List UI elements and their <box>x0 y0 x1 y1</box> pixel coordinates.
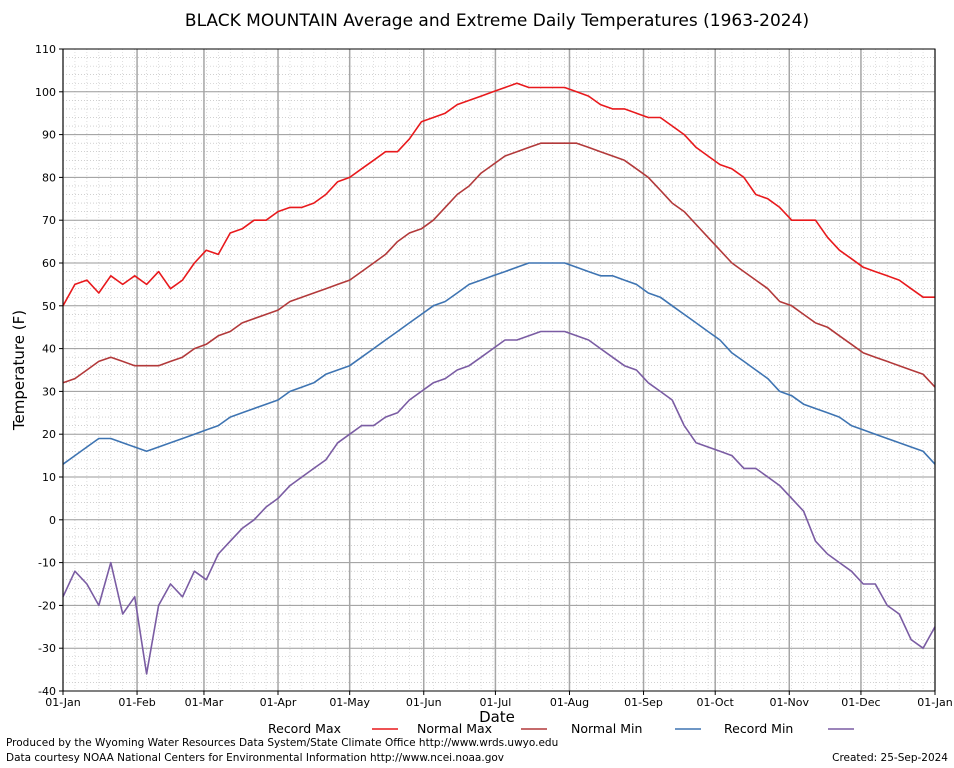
y-tick-label: 80 <box>42 171 56 184</box>
x-tick-label: 01-May <box>329 696 370 709</box>
y-tick-label: -40 <box>38 685 56 698</box>
created-date: Created: 25-Sep-2024 <box>832 752 948 764</box>
y-tick-label: 20 <box>42 428 56 441</box>
y-tick-label: -10 <box>38 557 56 570</box>
legend-label-normal-min: Normal Min <box>571 721 642 736</box>
y-tick-label: -30 <box>38 642 56 655</box>
x-tick-label: 01-Oct <box>697 696 735 709</box>
chart-title: BLACK MOUNTAIN Average and Extreme Daily… <box>185 11 809 31</box>
series-line-normal-min <box>62 262 936 465</box>
x-tick-label: 01-Jul <box>479 696 511 709</box>
x-tick-label: 01-Sep <box>624 696 663 709</box>
legend-label-record-max: Record Max <box>268 721 341 736</box>
chart-grid <box>62 48 936 692</box>
y-tick-label: 100 <box>35 86 56 99</box>
y-tick-label: 40 <box>42 343 56 356</box>
y-tick-label: 10 <box>42 471 56 484</box>
x-tick-label: 01-Apr <box>260 696 297 709</box>
series-line-record-max <box>62 82 935 307</box>
legend-label-record-min: Record Min <box>724 721 793 736</box>
y-tick-label: 0 <box>49 514 56 527</box>
y-tick-label: -20 <box>38 599 56 612</box>
x-tick-label: 01-Mar <box>185 696 224 709</box>
plot-area-border <box>62 48 936 692</box>
x-tick-label: 01-Jun <box>406 696 442 709</box>
credit-line-2: Data courtesy NOAA National Centers for … <box>6 752 505 764</box>
x-tick-label: 01-Feb <box>118 696 155 709</box>
x-tick-label: 01-Jan <box>917 696 953 709</box>
chart-series <box>62 82 936 675</box>
chart-legend: Record Max Normal Max Normal Min Record Min <box>268 721 854 736</box>
series-line-record-min <box>62 330 936 675</box>
y-tick-label: 110 <box>35 43 56 56</box>
y-tick-label: 60 <box>42 257 56 270</box>
y-axis-label: Temperature (F) <box>10 310 28 431</box>
credit-line-1: Produced by the Wyoming Water Resources … <box>6 737 559 749</box>
series-line-normal-max <box>62 142 936 388</box>
y-tick-label: 70 <box>42 214 56 227</box>
x-tick-label: 01-Dec <box>841 696 880 709</box>
y-tick-label: 90 <box>42 129 56 142</box>
x-axis-label: Date <box>479 708 515 726</box>
x-tick-label: 01-Jan <box>45 696 81 709</box>
y-tick-label: 30 <box>42 385 56 398</box>
x-tick-label: 01-Nov <box>770 696 810 709</box>
legend-label-normal-max: Normal Max <box>417 721 492 736</box>
x-axis: 01-Jan 01-Feb 01-Mar 01-Apr 01-May 01-Jun 01-J… <box>45 691 953 709</box>
x-tick-label: 01-Aug <box>550 696 589 709</box>
y-tick-label: 50 <box>42 300 56 313</box>
